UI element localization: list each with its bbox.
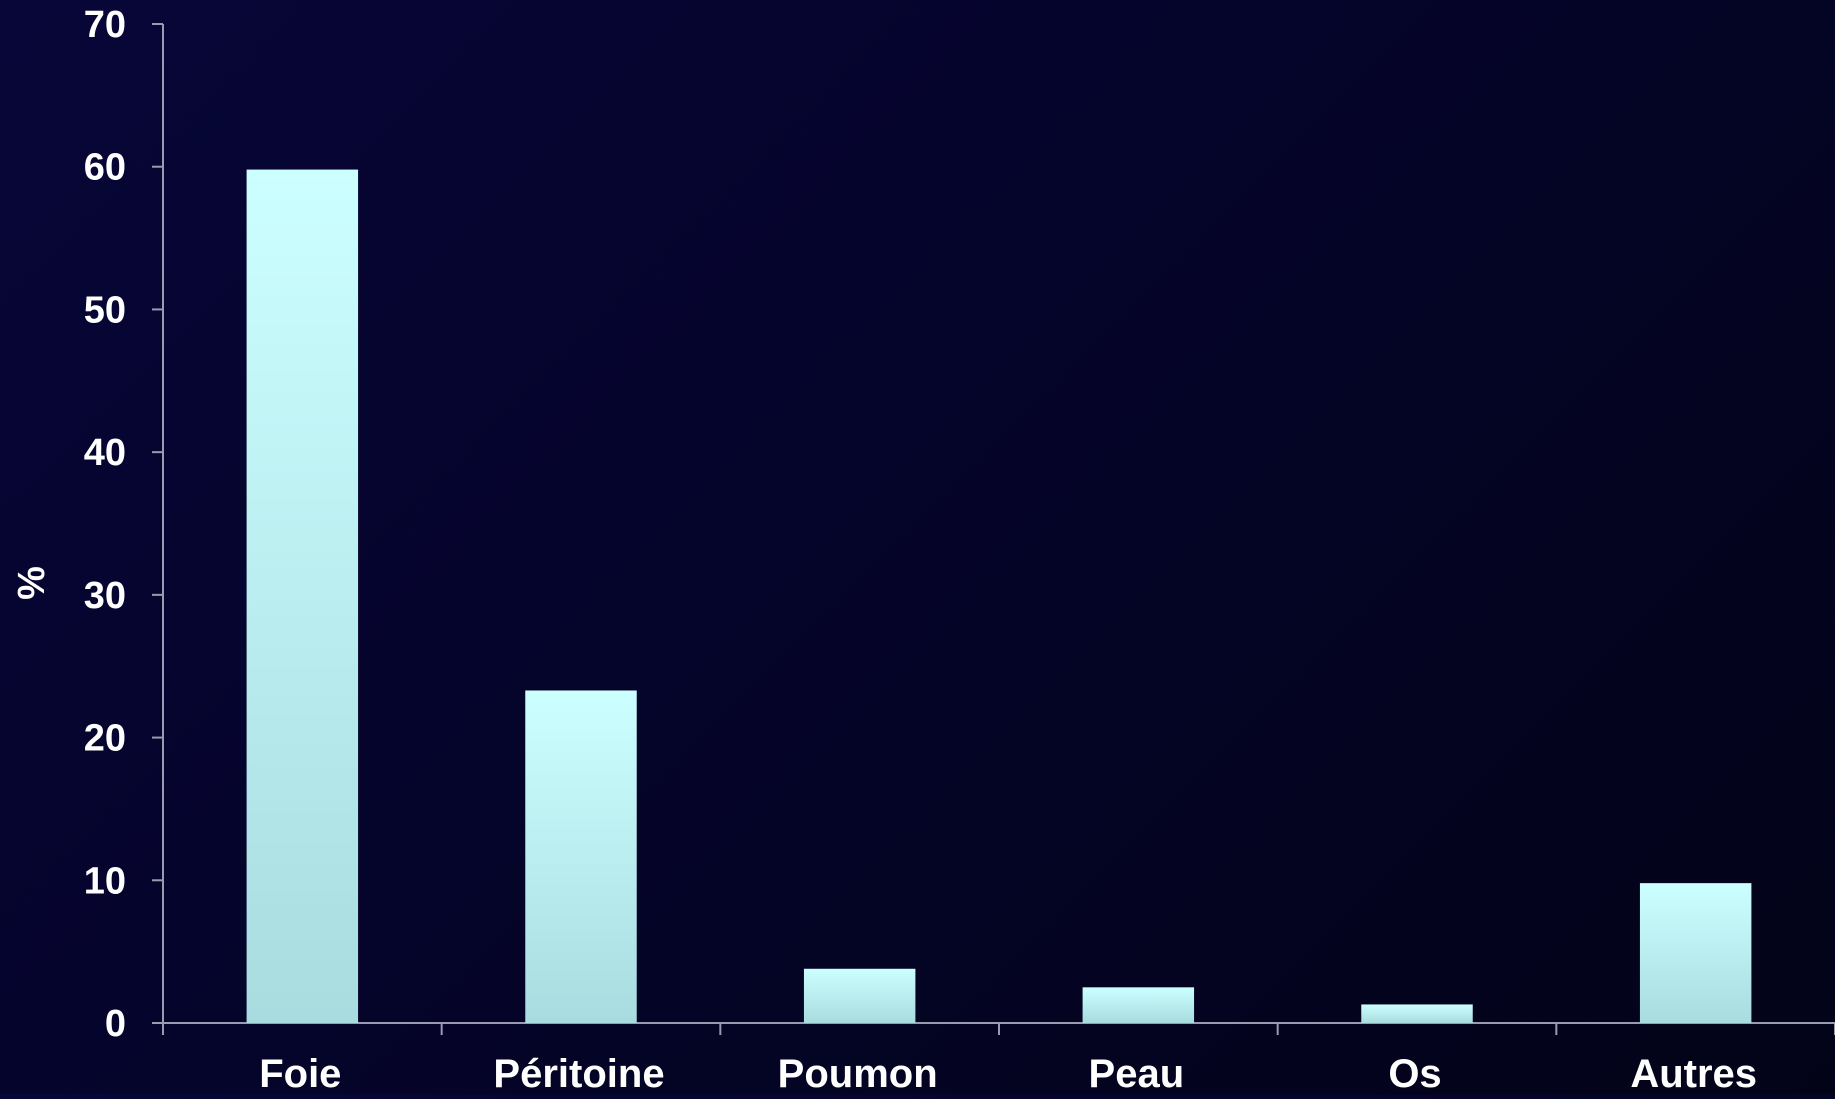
bar-peau xyxy=(1082,987,1195,1023)
y-tick-label: 10 xyxy=(84,860,126,902)
y-tick-label: 70 xyxy=(84,4,126,46)
bar-foie xyxy=(246,169,359,1023)
y-tick-label: 50 xyxy=(84,289,126,331)
bars xyxy=(246,169,1752,1023)
bar-poumon xyxy=(803,968,916,1023)
y-tick-label: 60 xyxy=(84,147,126,189)
y-tick-label: 30 xyxy=(84,575,126,617)
x-tick-label: Os xyxy=(1388,1052,1441,1094)
bar-autres xyxy=(1639,883,1752,1023)
bar-peritoine xyxy=(525,690,637,1023)
y-tick-label: 20 xyxy=(84,718,126,760)
x-tick-label: Peau xyxy=(1089,1052,1185,1094)
axes xyxy=(152,23,1835,1035)
x-tick-label: Péritoine xyxy=(493,1052,664,1094)
x-tick-label: Poumon xyxy=(778,1052,938,1094)
y-tick-label: 40 xyxy=(84,432,126,474)
y-axis-label: % xyxy=(11,566,53,600)
x-tick-label: Autres xyxy=(1630,1052,1757,1094)
bar-os xyxy=(1361,1004,1473,1023)
y-tick-label: 0 xyxy=(105,1003,126,1045)
tick-labels: 0 10 20 30 40 50 60 70 Foie Péritoine Poumon Peau Os… xyxy=(84,4,1757,1096)
x-tick-label: Foie xyxy=(259,1052,341,1094)
